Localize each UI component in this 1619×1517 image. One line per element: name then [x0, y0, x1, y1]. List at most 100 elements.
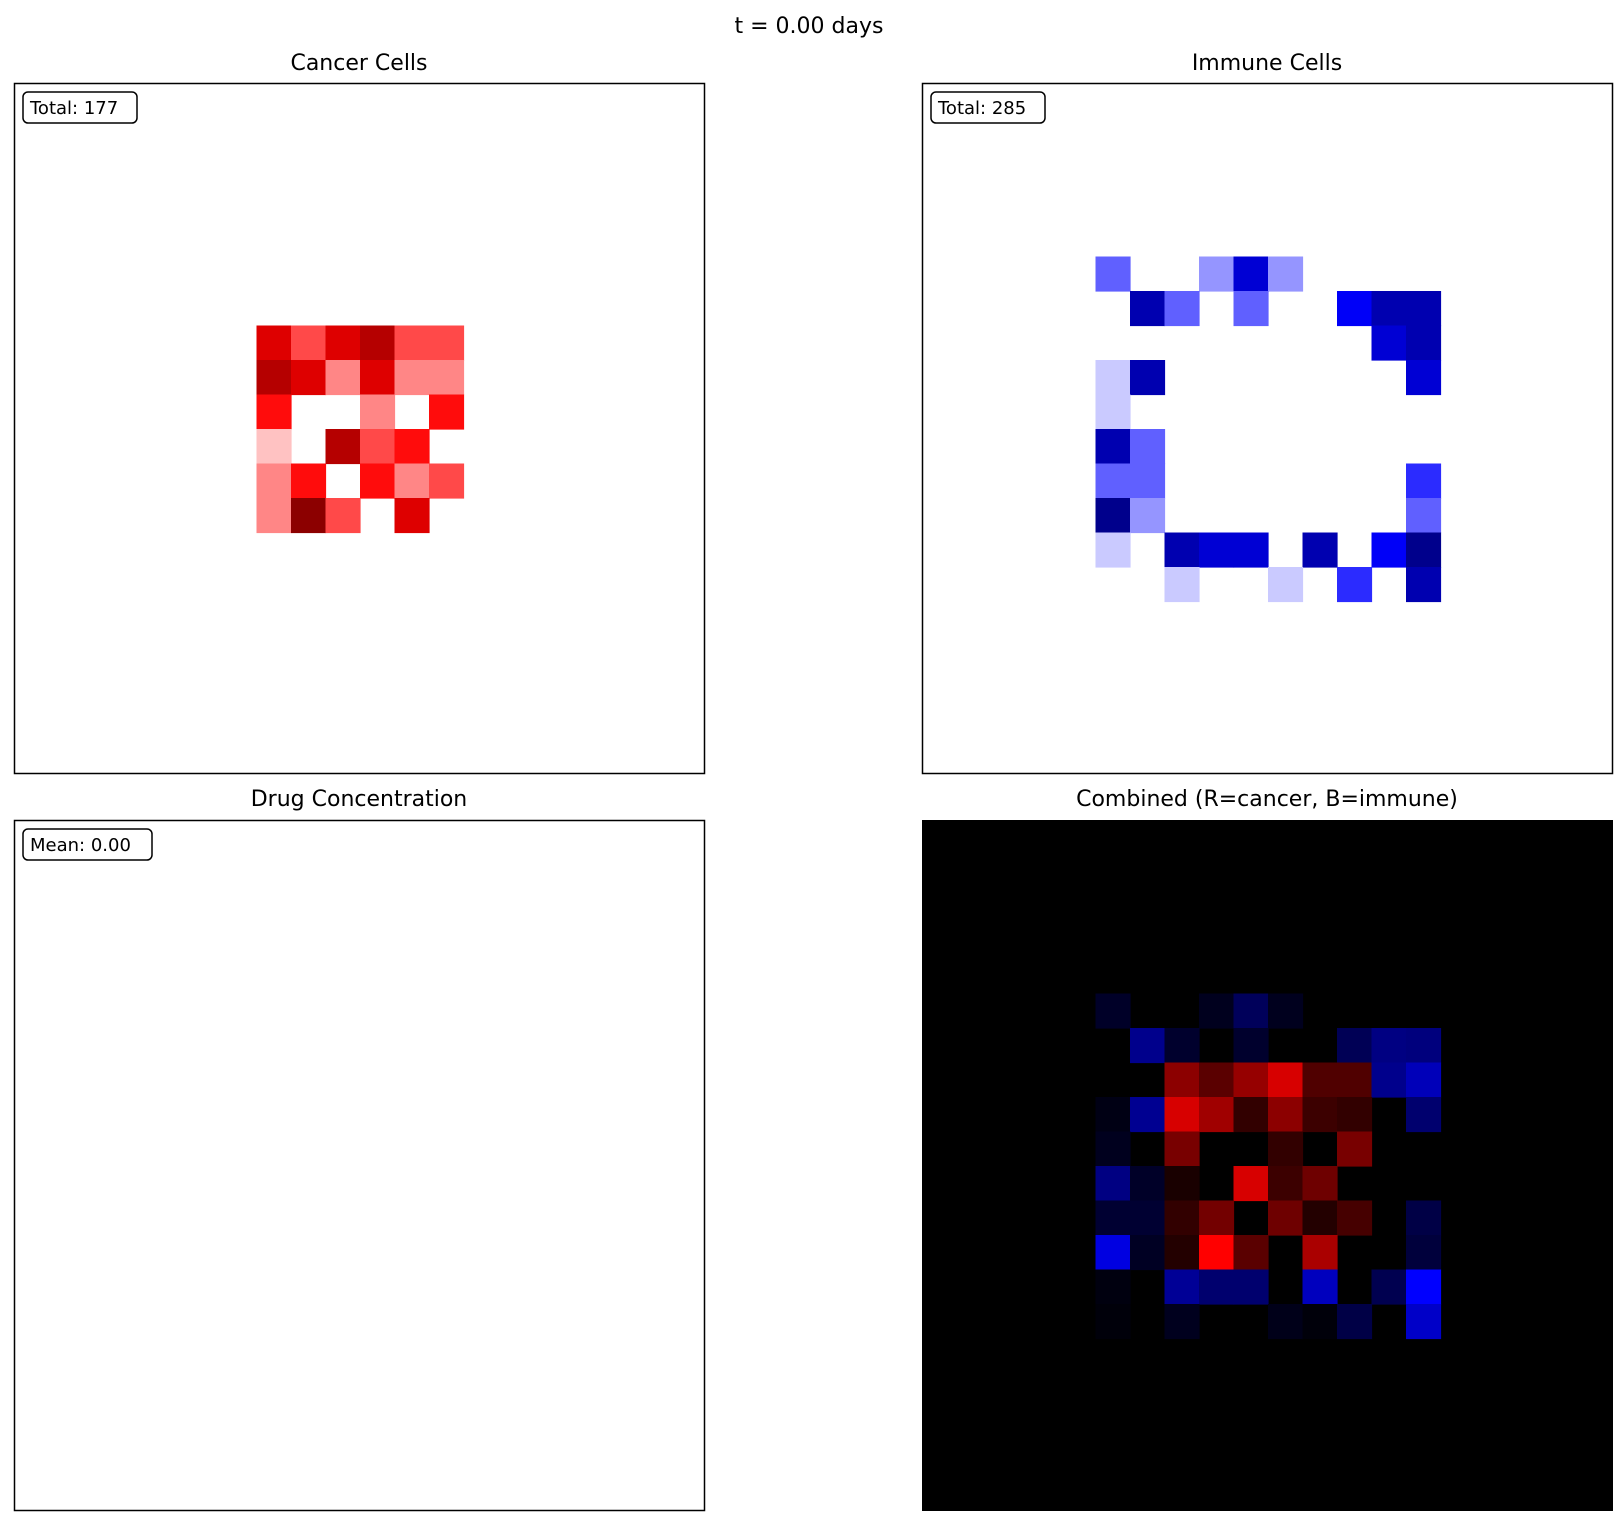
panel-title-cancer: Cancer Cells — [290, 51, 427, 76]
heatmap-cell-immune — [1406, 498, 1442, 534]
heatmap-cell-immune — [1233, 291, 1269, 327]
heatmap-cell-combined — [1233, 1028, 1269, 1064]
heatmap-cell-combined — [1406, 1062, 1442, 1098]
heatmap-cell-cancer — [394, 325, 430, 361]
heatmap-cell-immune — [1233, 532, 1269, 568]
heatmap-cell-cancer — [325, 325, 361, 361]
heatmap-cell-combined — [1337, 1304, 1373, 1340]
heatmap-cell-immune — [1233, 256, 1269, 292]
heatmap-cell-combined — [1233, 1269, 1269, 1305]
heatmap-cell-cancer — [256, 463, 292, 499]
heatmap-cell-combined — [1233, 1166, 1269, 1202]
heatmap-cell-immune — [1164, 291, 1200, 327]
heatmap-cell-combined — [1130, 1200, 1166, 1236]
heatmap-cell-combined — [1199, 1200, 1235, 1236]
badge-box-drug — [22, 828, 153, 861]
panel-drug: Drug Concentration Mean: 0.00 — [13, 787, 706, 1512]
heatmap-cell-cancer — [360, 394, 396, 430]
heatmap-cell-immune — [1406, 325, 1442, 361]
heatmap-cell-combined — [1268, 1097, 1304, 1133]
heatmap-cell-combined — [1302, 1304, 1338, 1340]
heatmap-cell-immune — [1406, 463, 1442, 499]
heatmap-cell-combined — [1095, 1097, 1131, 1133]
heatmap-cell-combined — [1233, 1097, 1269, 1133]
heatmap-cell-combined — [1164, 1200, 1200, 1236]
panel-title-combined: Combined (R=cancer, B=immune) — [1076, 787, 1458, 812]
heatmap-cell-immune — [1130, 463, 1166, 499]
panel-title-immune: Immune Cells — [1192, 51, 1342, 76]
heatmap-cell-combined — [1371, 1062, 1407, 1098]
heatmap-cell-cancer — [360, 360, 396, 396]
axes-frame-immune — [921, 82, 1614, 775]
heatmap-cell-combined — [1371, 1269, 1407, 1305]
heatmap-cell-immune — [1164, 567, 1200, 603]
heatmap-cell-combined — [1302, 1235, 1338, 1271]
heatmap-cell-immune — [1095, 256, 1131, 292]
heatmap-cell-cancer — [429, 360, 465, 396]
heatmap-cell-immune — [1199, 532, 1235, 568]
panel-cancer: Cancer Cells Total: 177 — [13, 51, 706, 775]
badge-mean-drug: Mean: 0.00 — [30, 835, 131, 856]
heatmap-cell-cancer — [291, 325, 327, 361]
panel-combined: Combined (R=cancer, B=immune) — [922, 787, 1613, 1511]
heatmap-cell-immune — [1406, 567, 1442, 603]
heatmap-cell-combined — [1130, 1235, 1166, 1271]
heatmap-cell-combined — [1268, 1062, 1304, 1098]
heatmap-cell-combined — [1164, 1304, 1200, 1340]
heatmap-cell-cancer — [360, 429, 396, 465]
badge-total-cancer: Total: 177 — [29, 98, 118, 119]
heatmap-cell-cancer — [256, 360, 292, 396]
heatmap-cell-immune — [1371, 532, 1407, 568]
heatmap-cell-immune — [1302, 532, 1338, 568]
heatmap-cell-combined — [1337, 1131, 1373, 1167]
heatmap-cell-combined — [1406, 1269, 1442, 1305]
heatmap-cell-combined — [1406, 1097, 1442, 1133]
heatmap-cell-cancer — [256, 429, 292, 465]
heatmap-cell-cancer — [429, 394, 465, 430]
heatmap-cell-combined — [1337, 1028, 1373, 1064]
heatmap-cell-immune — [1268, 567, 1304, 603]
heatmap-cell-cancer — [429, 325, 465, 361]
heatmap-cell-immune — [1095, 394, 1131, 430]
heatmap-cell-immune — [1130, 498, 1166, 534]
heatmap-cell-cancer — [256, 394, 292, 430]
heatmap-cell-combined — [1164, 1235, 1200, 1271]
heatmap-cell-immune — [1371, 291, 1407, 327]
heatmap-cell-combined — [1406, 1200, 1442, 1236]
heatmap-cell-immune — [1337, 291, 1373, 327]
heatmap-cell-immune — [1406, 360, 1442, 396]
heatmap-cell-combined — [1095, 1131, 1131, 1167]
heatmap-cell-immune — [1164, 532, 1200, 568]
panel-immune: Immune Cells Total: 285 — [921, 51, 1614, 775]
heatmap-immune — [1095, 256, 1442, 603]
heatmap-cell-combined — [1337, 1062, 1373, 1098]
heatmap-cell-combined — [1199, 1097, 1235, 1133]
badge-box-immune — [930, 91, 1046, 124]
heatmap-cell-immune — [1095, 498, 1131, 534]
heatmap-cell-combined — [1302, 1062, 1338, 1098]
heatmap-cell-combined — [1268, 1304, 1304, 1340]
heatmap-cell-combined — [1130, 1097, 1166, 1133]
heatmap-cell-combined — [1406, 1028, 1442, 1064]
heatmap-cell-combined — [1095, 1304, 1131, 1340]
heatmap-cell-combined — [1164, 1028, 1200, 1064]
heatmap-cell-combined — [1095, 1166, 1131, 1202]
heatmap-cell-combined — [1268, 993, 1304, 1029]
heatmap-cell-cancer — [394, 463, 430, 499]
heatmap-cell-combined — [1406, 1235, 1442, 1271]
heatmap-cell-combined — [1164, 1131, 1200, 1167]
axes-frame-cancer — [13, 82, 706, 775]
heatmap-cell-combined — [1406, 1304, 1442, 1340]
axes-frame-drug — [13, 819, 706, 1512]
heatmap-cell-cancer — [291, 498, 327, 534]
heatmap-cell-cancer — [256, 498, 292, 534]
heatmap-cell-combined — [1164, 1097, 1200, 1133]
heatmap-cell-cancer — [325, 498, 361, 534]
heatmap-cancer — [256, 325, 465, 534]
heatmap-cell-combined — [1199, 993, 1235, 1029]
heatmap-cell-combined — [1268, 1200, 1304, 1236]
heatmap-cell-combined — [1233, 1235, 1269, 1271]
heatmap-cell-combined — [1302, 1097, 1338, 1133]
heatmap-cell-combined — [1268, 1166, 1304, 1202]
